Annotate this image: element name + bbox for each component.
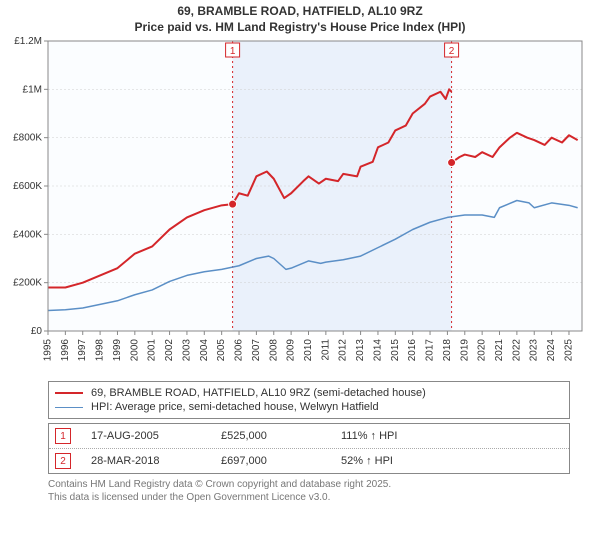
attribution-line-1: Contains HM Land Registry data © Crown c… [48, 478, 570, 491]
title-line-1: 69, BRAMBLE ROAD, HATFIELD, AL10 9RZ [0, 4, 600, 20]
svg-text:£800K: £800K [13, 133, 42, 144]
svg-text:£0: £0 [31, 326, 43, 337]
svg-text:2010: 2010 [303, 339, 314, 362]
legend-item: HPI: Average price, semi-detached house,… [55, 400, 563, 414]
svg-text:1998: 1998 [95, 339, 106, 362]
svg-text:2021: 2021 [494, 339, 505, 362]
svg-text:2001: 2001 [147, 339, 158, 362]
svg-text:2002: 2002 [164, 339, 175, 362]
svg-text:2022: 2022 [511, 339, 522, 362]
svg-text:1997: 1997 [77, 339, 88, 362]
svg-text:2013: 2013 [355, 339, 366, 362]
svg-text:2: 2 [449, 46, 455, 57]
svg-text:2020: 2020 [477, 339, 488, 362]
svg-text:2012: 2012 [338, 339, 349, 362]
svg-text:2006: 2006 [234, 339, 245, 362]
legend-swatch [55, 392, 83, 394]
svg-text:2008: 2008 [268, 339, 279, 362]
svg-text:£1M: £1M [23, 85, 42, 96]
svg-text:£600K: £600K [13, 181, 42, 192]
event-row: 1 17-AUG-2005 £525,000 111% ↑ HPI [49, 424, 569, 448]
event-date: 28-MAR-2018 [91, 455, 201, 467]
legend-label: 69, BRAMBLE ROAD, HATFIELD, AL10 9RZ (se… [91, 387, 426, 399]
svg-text:2024: 2024 [546, 339, 557, 362]
svg-text:1996: 1996 [60, 339, 71, 362]
svg-text:2018: 2018 [442, 339, 453, 362]
svg-text:2025: 2025 [563, 339, 574, 362]
svg-text:2003: 2003 [181, 339, 192, 362]
legend-swatch [55, 407, 83, 408]
line-chart: £0 £200K £400K £600K £800K £1M £1.2M 1995 1996 19… [0, 35, 600, 375]
event-date: 17-AUG-2005 [91, 430, 201, 442]
event-pct: 52% ↑ HPI [341, 455, 393, 467]
svg-text:£200K: £200K [13, 278, 42, 289]
chart-title: 69, BRAMBLE ROAD, HATFIELD, AL10 9RZ Pri… [0, 0, 600, 35]
event-table: 1 17-AUG-2005 £525,000 111% ↑ HPI 2 28-MAR-20… [48, 423, 570, 474]
svg-text:2009: 2009 [286, 339, 297, 362]
svg-text:2007: 2007 [251, 339, 262, 362]
event-price: £525,000 [221, 430, 321, 442]
legend-label: HPI: Average price, semi-detached house,… [91, 401, 379, 413]
title-line-2: Price paid vs. HM Land Registry's House … [0, 20, 600, 36]
chart-area: £0 £200K £400K £600K £800K £1M £1.2M 1995 1996 19… [0, 35, 600, 375]
svg-text:1999: 1999 [112, 339, 123, 362]
event-badge: 1 [55, 428, 71, 444]
svg-text:£1.2M: £1.2M [14, 36, 42, 47]
attribution-line-2: This data is licensed under the Open Gov… [48, 491, 570, 504]
attribution: Contains HM Land Registry data © Crown c… [48, 478, 570, 504]
event-row: 2 28-MAR-2018 £697,000 52% ↑ HPI [49, 448, 569, 473]
svg-text:2017: 2017 [425, 339, 436, 362]
svg-text:2023: 2023 [529, 339, 540, 362]
svg-text:2011: 2011 [320, 339, 331, 361]
svg-text:2016: 2016 [407, 339, 418, 362]
legend-item: 69, BRAMBLE ROAD, HATFIELD, AL10 9RZ (se… [55, 386, 563, 400]
svg-text:2015: 2015 [390, 339, 401, 362]
svg-text:2000: 2000 [129, 339, 140, 362]
svg-text:£400K: £400K [13, 230, 42, 241]
svg-text:2014: 2014 [372, 339, 383, 362]
event-price: £697,000 [221, 455, 321, 467]
svg-text:2019: 2019 [459, 339, 470, 362]
svg-text:1995: 1995 [43, 339, 54, 362]
svg-text:2004: 2004 [199, 339, 210, 362]
svg-text:1: 1 [230, 46, 236, 57]
svg-text:2005: 2005 [216, 339, 227, 362]
legend: 69, BRAMBLE ROAD, HATFIELD, AL10 9RZ (se… [48, 381, 570, 419]
event-badge: 2 [55, 453, 71, 469]
event-pct: 111% ↑ HPI [341, 430, 397, 442]
